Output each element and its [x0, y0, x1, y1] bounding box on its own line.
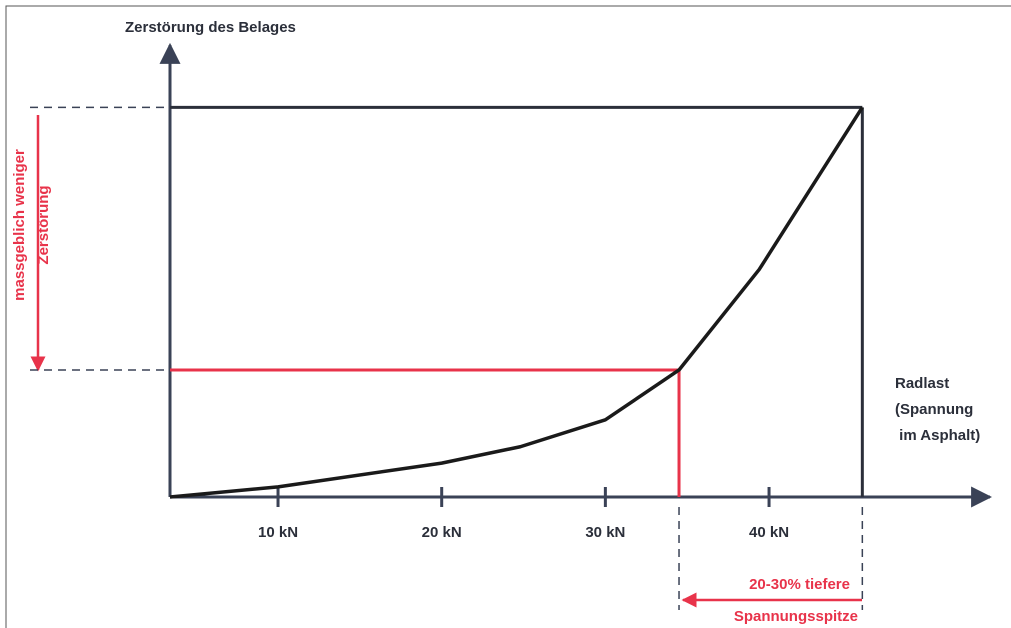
x-tick-label: 10 kN: [258, 524, 298, 541]
frame: [5, 5, 1011, 628]
bottom-annotation: Spannungsspitze: [734, 608, 858, 625]
left-annotation: Zerstörung: [35, 185, 52, 264]
x-tick-label: 30 kN: [585, 524, 625, 541]
y-axis-label: Zerstörung des Belages: [125, 19, 296, 36]
x-axis-label: im Asphalt): [895, 427, 980, 444]
x-tick-label: 40 kN: [749, 524, 789, 541]
bottom-annotation: 20-30% tiefere: [749, 576, 850, 593]
left-annotation: massgeblich weniger: [11, 149, 28, 301]
x-axis-label: Radlast: [895, 375, 949, 392]
x-tick-label: 20 kN: [422, 524, 462, 541]
x-axis-label: (Spannung: [895, 401, 973, 418]
curve: [169, 106, 864, 499]
